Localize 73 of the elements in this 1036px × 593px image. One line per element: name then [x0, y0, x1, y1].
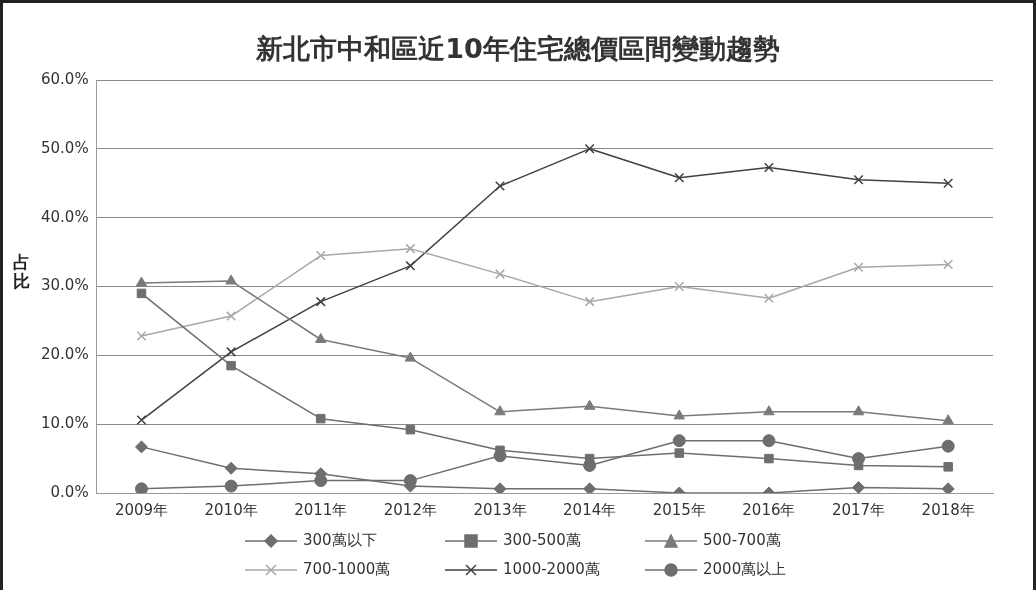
point	[224, 479, 238, 493]
point	[584, 143, 595, 154]
point	[134, 440, 148, 454]
point	[674, 281, 685, 292]
legend-label: 300-500萬	[503, 531, 581, 550]
point	[226, 311, 237, 322]
point	[404, 351, 417, 362]
point	[943, 462, 953, 472]
point	[943, 178, 954, 189]
x-tick-label: 2011年	[294, 500, 348, 519]
point	[405, 260, 416, 271]
y-tick-label: 60.0%	[41, 69, 89, 88]
point	[405, 424, 416, 435]
point	[763, 162, 774, 173]
x-tick-label: 2009年	[114, 500, 169, 519]
point	[315, 296, 326, 307]
point	[762, 434, 776, 448]
point	[943, 259, 954, 270]
x-tick-label: 2015年	[652, 500, 706, 519]
point	[224, 461, 238, 475]
legend-label: 1000-2000萬	[503, 560, 600, 579]
point	[764, 453, 774, 464]
x-tick-label: 2017年	[831, 500, 886, 519]
point	[136, 288, 147, 299]
point	[672, 434, 686, 448]
x-tick-label: 2014年	[563, 500, 617, 519]
point	[315, 333, 327, 343]
y-tick-label: 40.0%	[41, 207, 89, 226]
x-tick-label: 2018年	[921, 500, 975, 519]
point	[226, 346, 237, 357]
point	[853, 174, 864, 185]
point	[315, 250, 326, 261]
point	[226, 360, 236, 371]
point	[583, 399, 596, 410]
y-tick-label: 50.0%	[41, 138, 89, 157]
point	[852, 480, 866, 493]
y-tick-label: 30.0%	[41, 276, 89, 295]
x-tick-label: 2010年	[204, 500, 258, 519]
point	[494, 405, 506, 416]
point	[763, 293, 774, 304]
point	[941, 439, 955, 453]
y-tick-label: 10.0%	[41, 414, 89, 433]
point	[136, 415, 147, 426]
point	[225, 274, 237, 285]
point	[493, 482, 507, 493]
point	[135, 276, 148, 287]
x-tick-label: 2012年	[383, 500, 437, 519]
point	[852, 405, 865, 416]
x-tick-label: 2013年	[473, 500, 527, 519]
legend-label: 500-700萬	[703, 531, 781, 550]
legend-label: 2000萬以上	[703, 560, 787, 579]
point	[495, 181, 505, 191]
point	[495, 269, 505, 280]
legend-label: 300萬以下	[303, 531, 377, 550]
point	[674, 172, 685, 183]
point	[941, 482, 955, 493]
point	[673, 409, 685, 420]
x-tick-label: 2016年	[742, 500, 796, 519]
point	[674, 448, 685, 458]
legend-label: 700-1000萬	[303, 560, 391, 579]
point	[134, 482, 148, 493]
point	[405, 243, 416, 254]
point	[853, 262, 864, 273]
point	[942, 414, 954, 425]
point	[316, 413, 326, 424]
point	[584, 296, 595, 307]
y-tick-label: 0.0%	[50, 482, 89, 501]
point	[136, 331, 147, 342]
y-tick-label: 20.0%	[41, 345, 89, 364]
y-axis-title: 占比	[13, 252, 30, 291]
point	[583, 482, 597, 493]
chart-title: 新北市中和區近10年住宅總價區間變動趨勢	[255, 32, 781, 66]
point	[763, 405, 775, 416]
